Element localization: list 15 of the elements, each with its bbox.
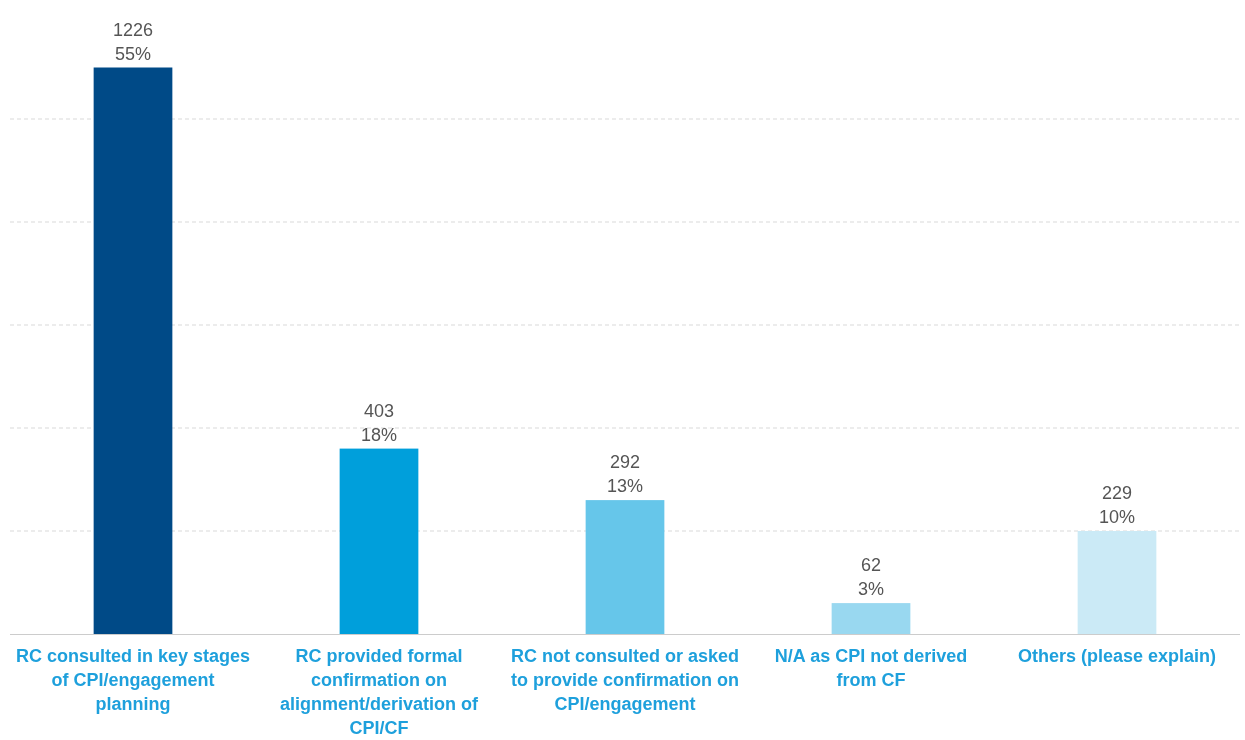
x-tick-label: RC provided formal confirmation on alignment/derivation of CPI/CF bbox=[279, 646, 480, 738]
bar bbox=[339, 448, 419, 634]
x-tick-label: Others (please explain) bbox=[1017, 646, 1217, 666]
bar bbox=[831, 603, 911, 634]
data-label: 62 3% bbox=[857, 555, 885, 600]
data-label: 403 18% bbox=[360, 400, 398, 445]
data-label: 1226 55% bbox=[112, 19, 154, 64]
bar bbox=[585, 500, 665, 634]
x-tick-label: N/A as CPI not derived from CF bbox=[774, 646, 968, 690]
x-tick-label: RC consulted in key stages of CPI/engagement planning bbox=[15, 646, 251, 714]
data-label: 229 10% bbox=[1098, 483, 1136, 527]
bar bbox=[1077, 531, 1157, 634]
bar bbox=[93, 67, 173, 634]
x-tick-label: RC not consulted or asked to provide confirmation on CPI/engagement bbox=[510, 646, 740, 714]
data-label: 292 13% bbox=[606, 452, 644, 497]
